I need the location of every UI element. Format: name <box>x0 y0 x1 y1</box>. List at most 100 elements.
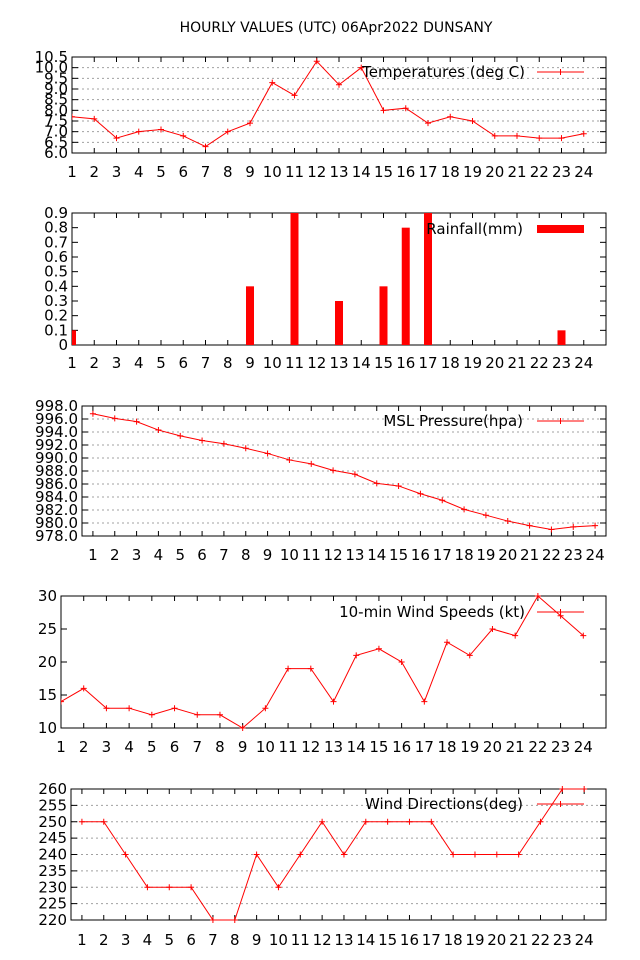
data-point <box>61 698 64 705</box>
x-tick-label: 10 <box>269 931 288 949</box>
x-tick-label: 21 <box>507 163 526 181</box>
data-point <box>188 884 195 891</box>
x-tick-label: 1 <box>67 354 77 372</box>
x-tick-label: 7 <box>192 738 202 756</box>
x-tick-label: 7 <box>201 163 211 181</box>
y-tick-label: 240 <box>38 846 67 864</box>
x-tick-label: 6 <box>170 738 180 756</box>
data-point <box>375 645 382 652</box>
data-point <box>428 818 435 825</box>
x-tick-label: 8 <box>241 546 251 564</box>
x-tick-label: 20 <box>487 931 506 949</box>
y-tick-label: 9.0 <box>44 80 68 98</box>
x-tick-label: 13 <box>329 163 348 181</box>
series-line <box>81 788 585 921</box>
y-tick-label: 260 <box>38 780 67 798</box>
x-tick-label: 15 <box>378 931 397 949</box>
x-tick-label: 4 <box>143 931 153 949</box>
series-3 <box>89 410 599 533</box>
x-tick-label: 17 <box>422 931 441 949</box>
x-tick-label: 11 <box>285 163 304 181</box>
x-tick-label: 14 <box>352 163 371 181</box>
data-point <box>439 497 446 504</box>
x-tick-label: 23 <box>552 354 571 372</box>
x-tick-label: 20 <box>498 546 517 564</box>
x-tick-label: 20 <box>483 738 502 756</box>
series-line <box>92 413 596 531</box>
data-point <box>340 851 347 858</box>
x-tick-label: 4 <box>134 163 144 181</box>
y-tick-label: 7.0 <box>44 123 68 141</box>
data-point <box>536 135 543 142</box>
data-point <box>220 440 227 447</box>
y-tick-label: 0.1 <box>44 321 68 339</box>
x-tick-label: 13 <box>334 931 353 949</box>
data-point <box>202 143 209 150</box>
x-tick-label: 23 <box>564 546 583 564</box>
data-point <box>307 665 314 672</box>
legend-swatch <box>537 225 584 233</box>
data-point <box>421 698 428 705</box>
y-tick-label: 6.0 <box>44 144 68 162</box>
x-tick-label: 19 <box>476 546 495 564</box>
y-tick-label: 0.7 <box>44 233 68 251</box>
legend-marker <box>557 609 564 615</box>
data-point <box>122 851 129 858</box>
data-point <box>242 445 249 452</box>
x-tick-label: 17 <box>418 354 437 372</box>
x-tick-label: 14 <box>347 738 366 756</box>
x-tick-label: 19 <box>460 738 479 756</box>
legend-label: 10-min Wind Speeds (kt) <box>339 603 525 621</box>
rain-bar <box>72 330 76 345</box>
panel-2: 00.10.20.30.40.50.60.70.80.91 2 3 4 5 6 7 8 9 10 1… <box>44 204 607 372</box>
y-tick-label: 25 <box>38 620 57 638</box>
y-tick-label: 994.0 <box>35 423 78 441</box>
x-tick-label: 20 <box>485 354 504 372</box>
y-tick-label: 988.0 <box>35 462 78 480</box>
y-tick-label: 9.5 <box>44 69 68 87</box>
x-tick-label: 17 <box>418 163 437 181</box>
y-tick-label: 996.0 <box>35 410 78 428</box>
x-tick-label: 15 <box>389 546 408 564</box>
x-tick-label: 6 <box>186 931 196 949</box>
data-point <box>351 471 358 478</box>
data-point <box>158 126 164 133</box>
x-tick-label: 10 <box>280 546 299 564</box>
rain-bar <box>246 286 254 345</box>
data-point <box>275 884 282 891</box>
y-tick-label: 0.9 <box>44 204 68 222</box>
x-tick-label: 11 <box>291 931 310 949</box>
y-tick-label: 986.0 <box>35 475 78 493</box>
data-point <box>209 917 216 923</box>
data-point <box>398 659 405 665</box>
series-line <box>72 60 584 148</box>
x-tick-label: 6 <box>178 354 188 372</box>
x-tick-label: 1 <box>88 546 98 564</box>
data-point <box>489 626 496 632</box>
x-tick-label: 3 <box>112 163 122 181</box>
data-point <box>247 120 253 127</box>
x-tick-label: 12 <box>307 163 326 181</box>
data-point <box>336 81 342 88</box>
rain-bar <box>401 227 410 345</box>
x-tick-label: 5 <box>156 354 166 372</box>
data-point <box>166 884 173 891</box>
x-tick-label: 16 <box>392 738 411 756</box>
data-point <box>89 410 96 417</box>
y-tick-label: 8.5 <box>44 91 68 109</box>
data-point <box>380 107 387 114</box>
legend-label: MSL Pressure(hpa) <box>383 412 523 430</box>
data-point <box>194 711 201 718</box>
x-tick-label: 18 <box>437 738 456 756</box>
data-point <box>144 884 151 891</box>
data-point <box>425 120 431 127</box>
x-tick-label: 4 <box>154 546 164 564</box>
data-point <box>103 705 110 712</box>
x-tick-label: 8 <box>215 738 225 756</box>
x-tick-label: 22 <box>530 354 549 372</box>
data-point <box>313 58 320 65</box>
x-tick-label: 15 <box>369 738 388 756</box>
data-point <box>224 128 231 135</box>
